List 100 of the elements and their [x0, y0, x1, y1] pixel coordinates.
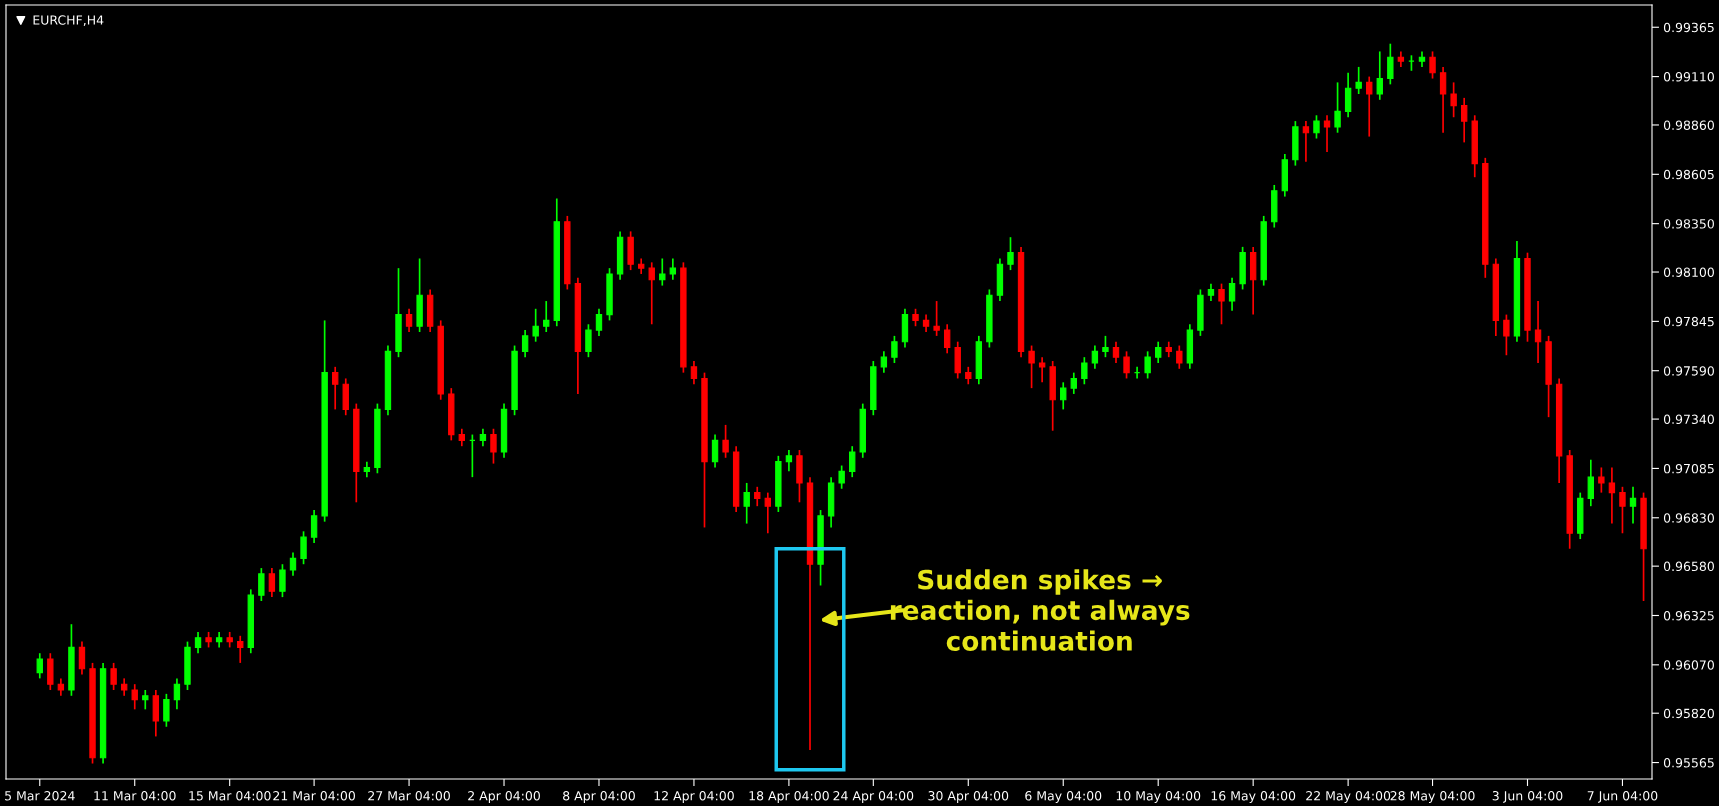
candlestick: [237, 634, 244, 664]
y-tick-label: 0.95820: [1663, 708, 1714, 719]
candlestick: [1334, 81, 1341, 134]
x-tick-label: 7 Jun 04:00: [1587, 791, 1658, 803]
candlestick: [1112, 340, 1120, 364]
candlestick: [268, 567, 276, 598]
candlestick: [405, 307, 413, 333]
x-tick-label: 8 Apr 04:00: [563, 791, 635, 803]
candlestick: [1070, 371, 1077, 395]
candlestick: [532, 307, 539, 343]
y-tick-label: 0.98350: [1663, 219, 1714, 229]
y-tick-label: 0.99110: [1663, 72, 1714, 82]
candlestick: [754, 485, 761, 507]
candlestick: [300, 530, 307, 566]
y-tick-label: 0.97340: [1663, 414, 1714, 425]
candlestick: [36, 652, 43, 680]
x-tick-label: 5 Mar 2024: [5, 791, 75, 801]
y-tick-label: 0.95565: [1663, 758, 1714, 768]
candlestick: [585, 323, 592, 359]
candlestick: [659, 257, 666, 287]
x-tick-label: 2 Apr 04:00: [468, 791, 540, 803]
candlestick: [1619, 485, 1626, 535]
x-tick-label: 16 May 04:00: [1211, 791, 1296, 803]
candlestick: [711, 433, 719, 469]
candlestick: [1028, 344, 1035, 389]
candlestick: [1429, 50, 1436, 80]
y-tick-label: 0.98100: [1663, 267, 1714, 277]
candlestick: [1123, 350, 1130, 380]
candlestick: [1081, 356, 1088, 386]
y-tick-label: 0.96070: [1663, 660, 1714, 670]
candlestick: [543, 300, 550, 333]
candlestick: [1007, 236, 1014, 271]
candlestick: [933, 300, 940, 337]
x-tick-label: 6 May 04:00: [1025, 791, 1102, 803]
candlestick: [1376, 50, 1383, 101]
candlestick: [1587, 458, 1594, 507]
candlestick: [1228, 277, 1236, 312]
candlestick: [1450, 81, 1457, 119]
candlestick: [943, 323, 951, 355]
candlestick: [1608, 466, 1616, 525]
annotation: Sudden spikes → reaction, not always continuation: [890, 569, 1190, 651]
candlestick: [490, 427, 497, 465]
candlestick: [595, 307, 603, 337]
candlestick: [1598, 466, 1605, 494]
candlestick: [1060, 381, 1067, 411]
candlestick: [78, 640, 86, 676]
candlestick: [1355, 66, 1362, 95]
y-tick-label: 0.97590: [1663, 366, 1714, 376]
candlestick: [849, 445, 856, 478]
candlestick: [690, 360, 698, 386]
candlestick: [1038, 356, 1046, 384]
y-tick-label: 0.98860: [1663, 120, 1714, 130]
y-tick-label: 0.97845: [1663, 316, 1714, 327]
candlestick: [110, 662, 117, 691]
candlestick: [1176, 344, 1183, 370]
candlestick: [1629, 485, 1637, 525]
x-tick-label: 24 Apr 04:00: [833, 791, 914, 803]
candlestick: [838, 464, 845, 490]
x-tick-label: 3 Jun 04:00: [1492, 791, 1563, 803]
candlestick: [173, 677, 181, 711]
x-tick-label: 27 Mar 04:00: [368, 791, 450, 801]
candlestick: [163, 693, 170, 728]
x-tick-label: 28 May 04:00: [1390, 791, 1475, 803]
candlestick: [194, 631, 202, 655]
x-tick-label: 22 May 04:00: [1306, 791, 1391, 803]
x-tick-label: 21 Mar 04:00: [273, 791, 355, 801]
candlestick: [1091, 344, 1099, 370]
x-tick-label: 10 May 04:00: [1116, 791, 1201, 803]
candlestick: [279, 563, 286, 598]
candlestick: [131, 683, 138, 711]
y-tick-label: 0.96580: [1663, 561, 1714, 572]
candlestick: [743, 482, 750, 525]
candlestick: [648, 261, 655, 326]
candlestick: [785, 449, 793, 473]
candlestick: [1323, 114, 1331, 153]
y-tick-label: 0.96830: [1663, 513, 1714, 523]
candlestick: [1302, 120, 1310, 163]
candlestick: [258, 567, 265, 602]
candlestick: [1144, 350, 1151, 380]
candlestick: [1439, 66, 1447, 134]
candlestick: [1344, 71, 1352, 119]
text: EURCHF,H4: [33, 15, 104, 27]
candlestick: [891, 335, 898, 364]
x-tick-label: 18 Apr 04:00: [749, 791, 829, 803]
candlestick: [521, 329, 529, 359]
candlestick: [764, 491, 771, 535]
candlestick: [289, 551, 297, 577]
candlestick: [1313, 114, 1320, 140]
x-tick-label: 12 Apr 04:00: [654, 791, 734, 803]
candlestick: [1366, 75, 1373, 138]
y-tick-label: 0.97085: [1663, 463, 1714, 474]
candlestick: [1102, 335, 1109, 359]
y-tick-label: 0.98605: [1663, 169, 1714, 180]
candlestick: [722, 424, 729, 459]
candlestick: [1460, 97, 1468, 144]
candlestick: [1503, 313, 1510, 357]
x-tick-label: 11 Mar 04:00: [94, 791, 176, 801]
y-tick-label: 0.96325: [1663, 610, 1714, 621]
candlestick: [142, 689, 149, 711]
candlestick: [332, 366, 339, 411]
